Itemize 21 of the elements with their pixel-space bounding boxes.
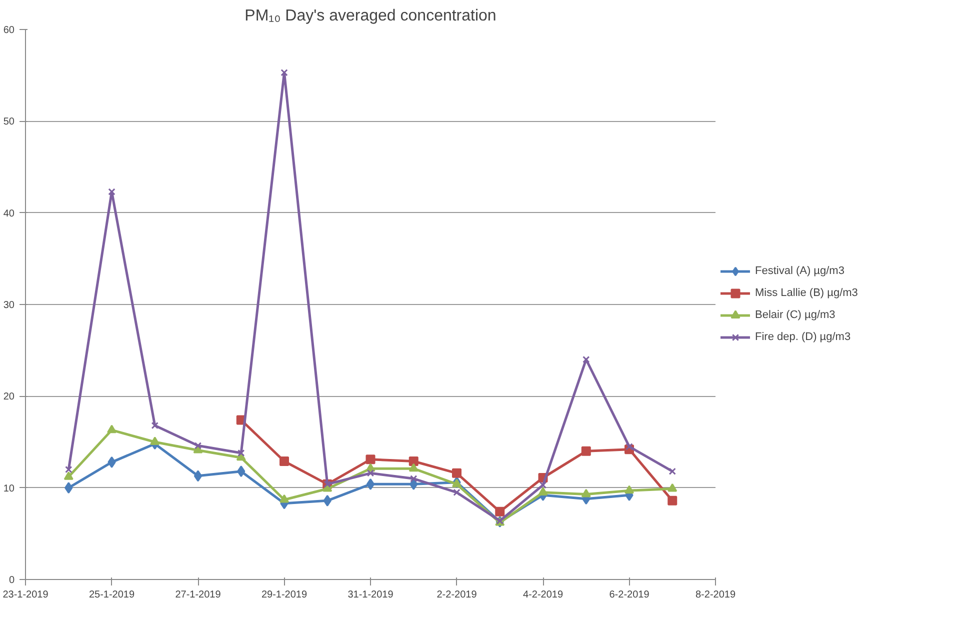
y-tick-label: 50 (3, 116, 15, 128)
x-tick-label: 31-1-2019 (348, 590, 394, 600)
x-tick-label: 29-1-2019 (261, 590, 308, 600)
legend-label: Festival (A) µg/m3 (755, 265, 844, 277)
x-tick-label: 27-1-2019 (175, 590, 222, 600)
chart-title: PM₁₀ Day's averaged concentration (244, 8, 496, 24)
y-tick-label: 10 (3, 483, 15, 494)
x-tick-label: 23-1-2019 (2, 590, 49, 600)
y-tick-label: 0 (8, 575, 15, 586)
y-tick-label: 30 (3, 300, 15, 311)
legend-label: Belair (C) µg/m3 (755, 309, 836, 321)
x-tick-label: 4-2-2019 (522, 590, 564, 600)
y-tick-label: 20 (3, 392, 15, 403)
y-tick-label: 60 (3, 25, 15, 36)
legend-label: Miss Lallie (B) µg/m3 (755, 287, 858, 299)
x-tick-label: 8-2-2019 (695, 590, 736, 600)
legend-label: Fire dep. (D) µg/m3 (755, 331, 851, 343)
y-tick-label: 40 (3, 208, 15, 220)
x-tick-label: 6-2-2019 (609, 590, 650, 600)
x-tick-label: 2-2-2019 (436, 590, 478, 600)
x-tick-label: 25-1-2019 (88, 590, 135, 600)
